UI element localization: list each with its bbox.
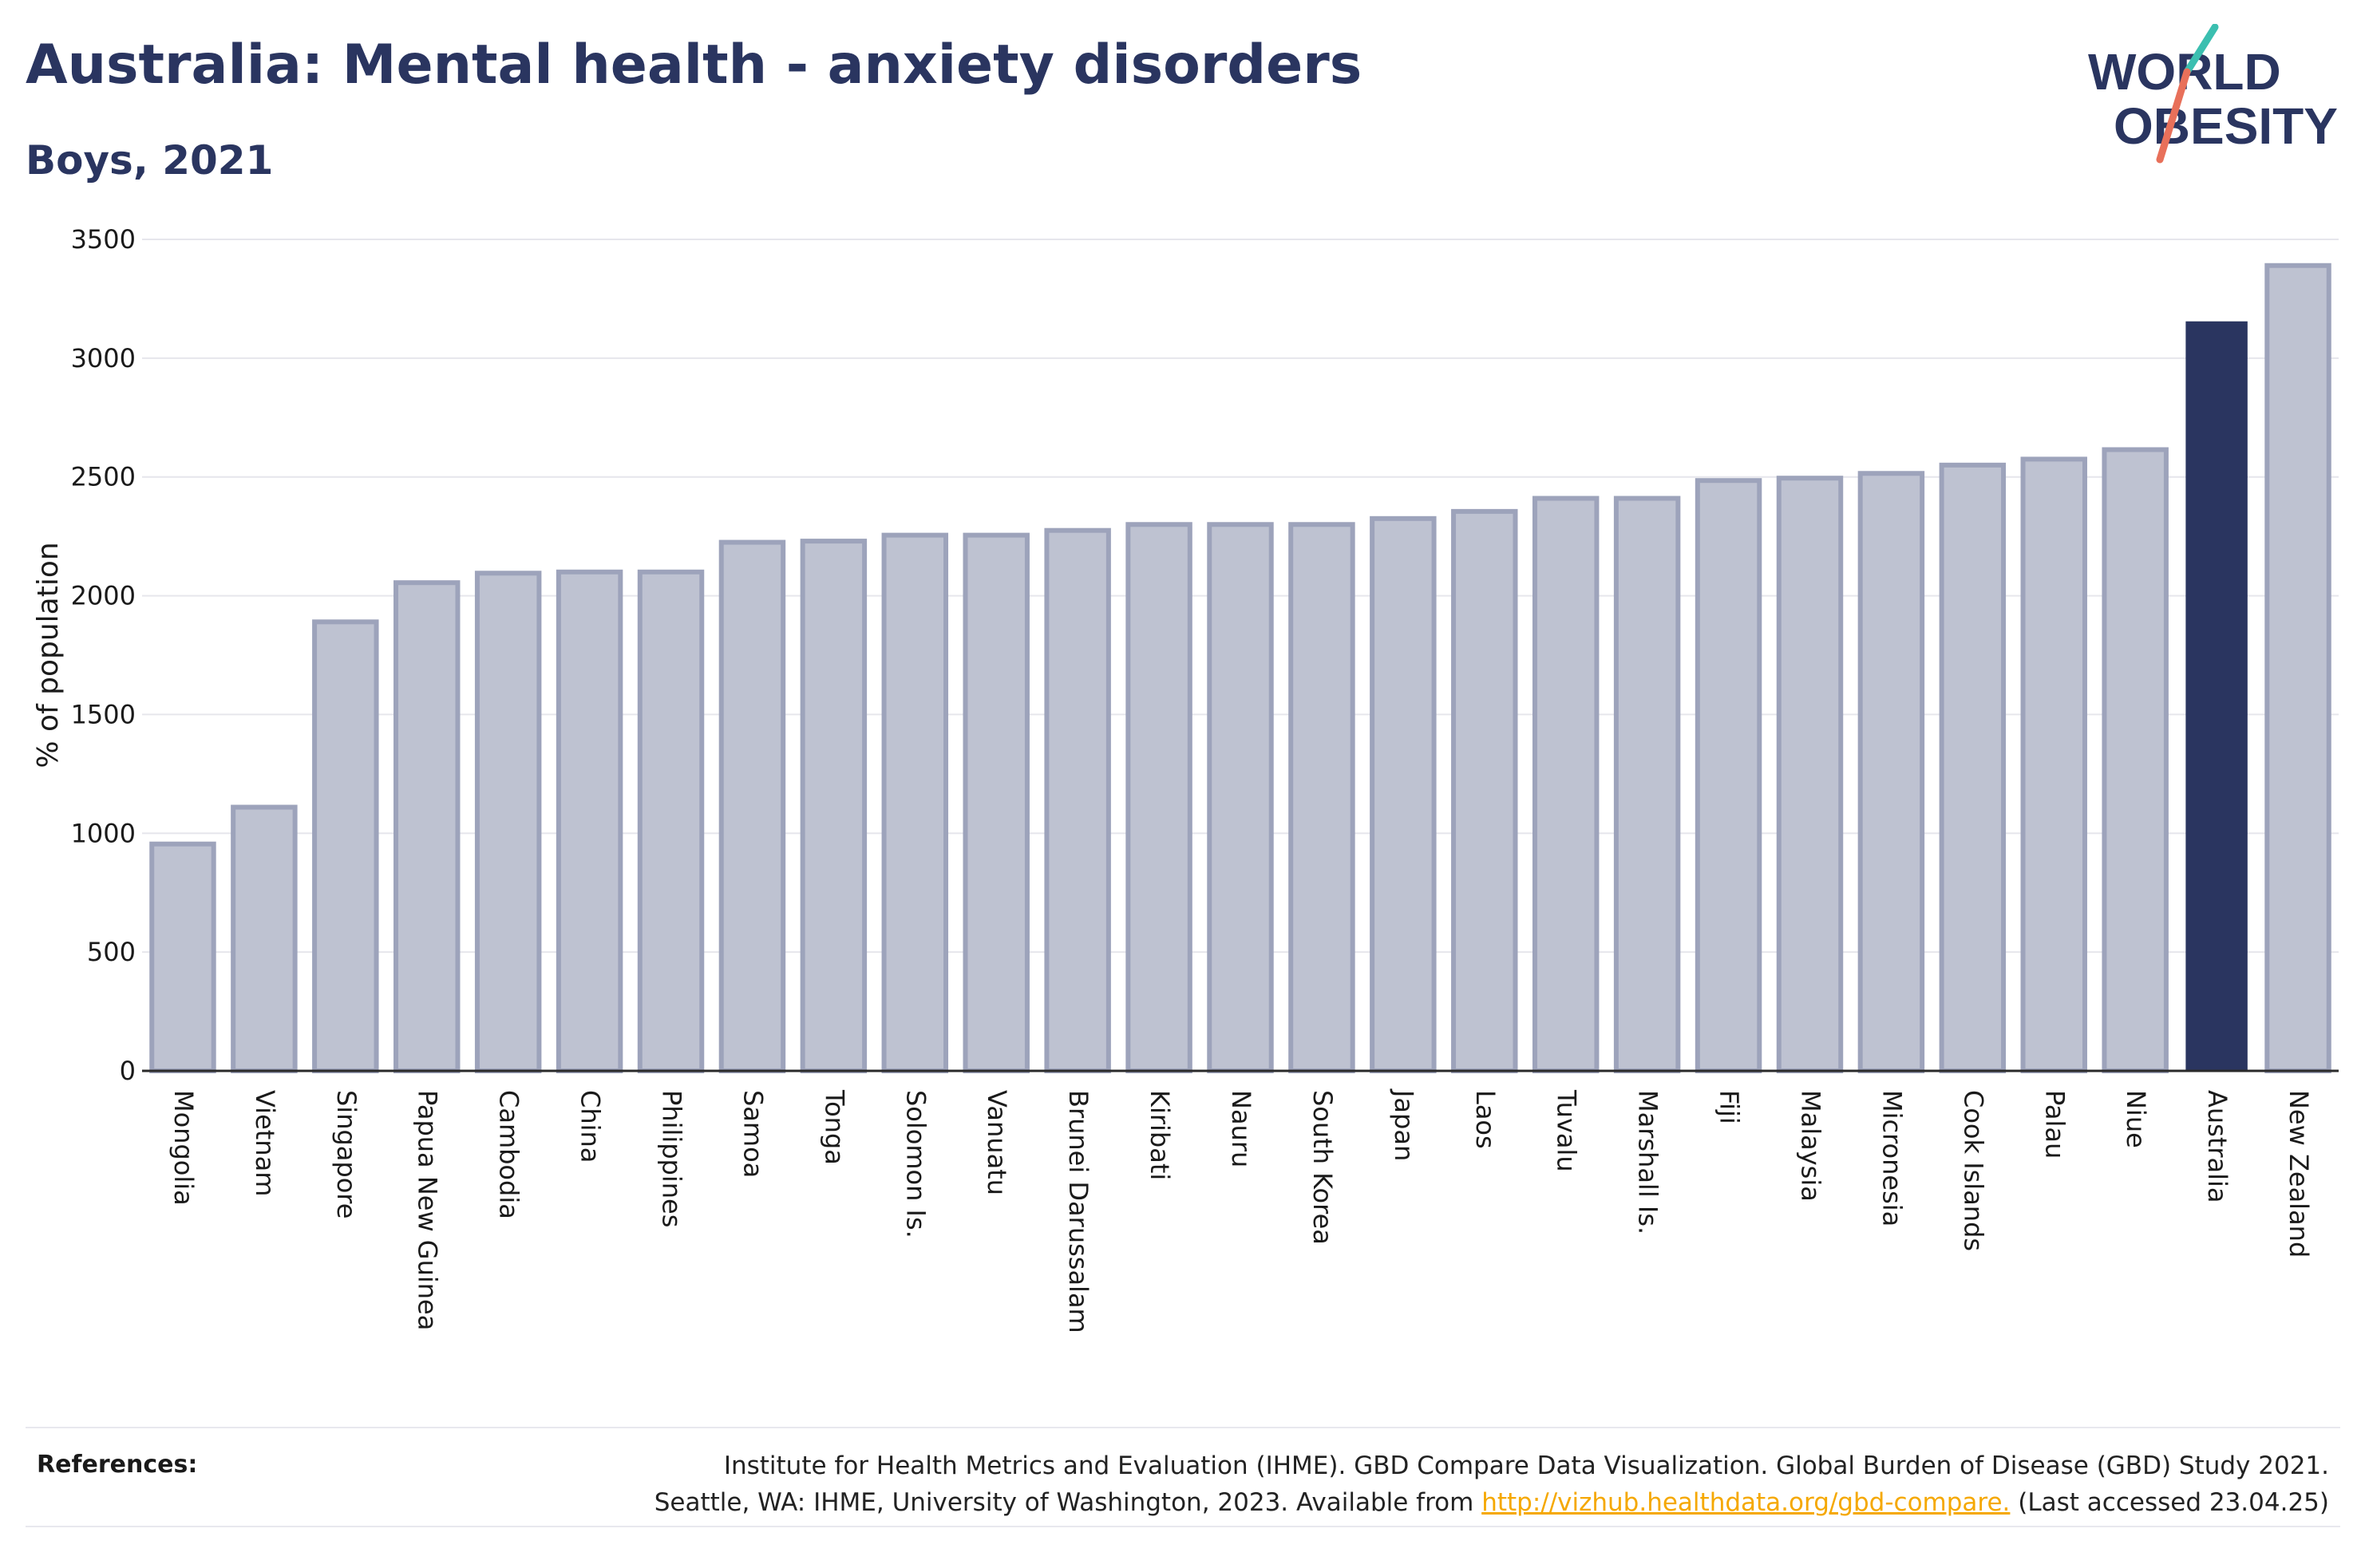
chart-title: Australia: Mental health - anxiety disor… [26, 34, 1362, 97]
bar-japan [1370, 515, 1437, 1073]
bar-solomon-is [881, 532, 949, 1073]
bar-new-zealand [2264, 263, 2331, 1073]
x-tick-label: Philippines [657, 1090, 687, 1227]
references-link[interactable]: http://vizhub.healthdata.org/gbd-compare… [1481, 1488, 2011, 1517]
x-tick-label: Australia [2202, 1090, 2232, 1203]
chart-subtitle: Boys, 2021 [26, 137, 274, 184]
x-tick-label: Tuvalu [1552, 1089, 1582, 1172]
x-tick-label: Micronesia [1877, 1090, 1907, 1226]
y-tick-label: 1000 [71, 818, 136, 848]
bar-cambodia [474, 571, 542, 1073]
bar-tuvalu [1532, 496, 1600, 1073]
references-line1: Institute for Health Metrics and Evaluat… [723, 1451, 2329, 1480]
y-tick-label: 0 [120, 1056, 136, 1086]
bar-niue [2102, 447, 2169, 1073]
bar-palau [2020, 456, 2087, 1073]
x-tick-label: New Zealand [2284, 1090, 2314, 1258]
x-tick-label: Niue [2121, 1090, 2151, 1148]
references-line2-prefix: Seattle, WA: IHME, University of Washing… [654, 1488, 1482, 1517]
y-tick-label: 3000 [71, 343, 136, 373]
y-tick-label: 2500 [71, 462, 136, 492]
bar-chart: 0 500 1000 1500 2000 2500 3000 3500 Mongolia Vie… [32, 224, 2339, 1333]
bar-tonga [800, 539, 868, 1073]
x-tick-label: Vanuatu [982, 1090, 1012, 1195]
logo-line2: OBESITY [2114, 97, 2338, 155]
bar-laos [1451, 508, 1518, 1073]
x-tick-label: Cook Islands [1958, 1090, 1988, 1251]
bar-china [556, 569, 623, 1073]
references-text: Institute for Health Metrics and Evaluat… [493, 1448, 2329, 1521]
world-obesity-logo: WORLD OBESITY [2083, 23, 2347, 168]
bar-marshall-is [1613, 496, 1681, 1073]
bar-vietnam [231, 804, 298, 1074]
logo-slash-teal [2183, 23, 2219, 76]
logo-slash-red [2156, 68, 2191, 164]
bar-fiji [1695, 478, 1762, 1073]
y-axis-label: % of population [32, 542, 65, 768]
y-tick-label: 1500 [71, 699, 136, 729]
bar-philippines [637, 569, 705, 1073]
y-tick-label: 3500 [71, 224, 136, 255]
x-tick-label: Samoa [738, 1090, 768, 1178]
y-axis-ticks: 0 500 1000 1500 2000 2500 3000 3500 [71, 224, 136, 1086]
x-tick-label: Marshall Is. [1633, 1090, 1663, 1234]
bars [149, 263, 2331, 1074]
x-tick-label: Japan [1389, 1088, 1419, 1161]
x-axis-labels: Mongolia Vietnam Singapore Papua New Guinea… [168, 1088, 2314, 1333]
x-tick-label: Solomon Is. [900, 1090, 931, 1238]
references-line2-suffix: (Last accessed 23.04.25) [2010, 1488, 2329, 1517]
x-tick-label: Vietnam [250, 1090, 280, 1196]
y-tick-label: 500 [87, 937, 136, 967]
x-tick-label: Singapore [331, 1090, 362, 1218]
x-tick-label: South Korea [1307, 1090, 1338, 1245]
x-tick-label: Brunei Darussalam [1063, 1090, 1093, 1333]
footer-divider-top [26, 1427, 2340, 1428]
x-tick-label: Kiribati [1145, 1090, 1175, 1180]
bar-malaysia [1776, 476, 1844, 1073]
footer-divider-bottom [26, 1526, 2340, 1527]
references-label: References: [37, 1451, 198, 1479]
bar-australia [2185, 321, 2248, 1071]
references-line2: Seattle, WA: IHME, University of Washing… [493, 1484, 2329, 1521]
x-tick-label: Mongolia [168, 1090, 199, 1206]
bar-micronesia [1857, 471, 1925, 1073]
x-tick-label: China [575, 1090, 606, 1163]
bar-cook-islands [1939, 462, 2007, 1073]
bar-samoa [718, 539, 786, 1073]
x-tick-label: Laos [1470, 1090, 1501, 1149]
x-tick-label: Fiji [1714, 1090, 1745, 1124]
x-tick-label: Papua New Guinea [413, 1090, 443, 1330]
bar-brunei-darussalam [1044, 527, 1111, 1073]
x-tick-label: Palau [2039, 1090, 2070, 1159]
bar-vanuatu [963, 532, 1030, 1073]
bar-south-korea [1288, 522, 1355, 1073]
bar-nauru [1207, 522, 1274, 1073]
x-tick-label: Cambodia [494, 1090, 524, 1219]
bar-mongolia [149, 841, 216, 1073]
y-tick-label: 2000 [71, 581, 136, 611]
x-tick-label: Nauru [1226, 1090, 1256, 1167]
bar-papua-new-guinea [394, 580, 461, 1073]
x-tick-label: Malaysia [1795, 1090, 1825, 1202]
bar-kiribati [1125, 522, 1192, 1073]
bar-singapore [312, 619, 379, 1073]
x-tick-label: Tonga [819, 1089, 849, 1165]
